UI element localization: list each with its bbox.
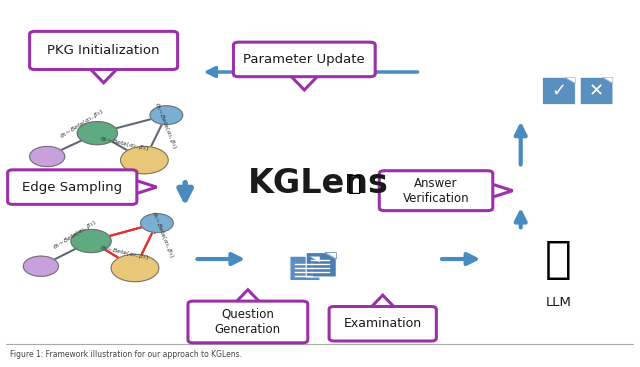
Circle shape [141, 214, 173, 232]
Text: 🔍: 🔍 [348, 174, 362, 193]
Circle shape [111, 254, 159, 282]
Circle shape [77, 121, 117, 145]
Text: $\theta_2\!\sim\!Beta(\alpha_2,\beta_2)$: $\theta_2\!\sim\!Beta(\alpha_2,\beta_2)$ [99, 243, 150, 262]
FancyBboxPatch shape [329, 306, 436, 341]
Text: PKG Initialization: PKG Initialization [47, 44, 160, 57]
FancyBboxPatch shape [8, 170, 137, 204]
Polygon shape [488, 183, 513, 199]
Circle shape [71, 229, 111, 252]
Text: $\theta_1\!\sim\!Beta(\alpha_1,\beta_1)$: $\theta_1\!\sim\!Beta(\alpha_1,\beta_1)$ [52, 218, 99, 252]
Text: $\theta_3\!\sim\!Beta(\alpha_3,\beta_3)$: $\theta_3\!\sim\!Beta(\alpha_3,\beta_3)$ [152, 101, 179, 150]
FancyBboxPatch shape [380, 171, 493, 211]
Polygon shape [325, 252, 336, 259]
Text: 🤖: 🤖 [545, 237, 572, 280]
Text: ✕: ✕ [589, 82, 604, 100]
Polygon shape [603, 77, 613, 83]
Text: $\theta_1\!\sim\!Beta(\alpha_1,\beta_1)$: $\theta_1\!\sim\!Beta(\alpha_1,\beta_1)$ [58, 107, 105, 141]
Text: Question
Generation: Question Generation [215, 308, 281, 336]
Polygon shape [289, 74, 320, 90]
Polygon shape [234, 290, 262, 304]
Polygon shape [543, 77, 575, 104]
FancyBboxPatch shape [188, 301, 308, 343]
Circle shape [120, 146, 168, 174]
Text: $\theta_3\!\sim\!Beta(\alpha_3,\beta_3)$: $\theta_3\!\sim\!Beta(\alpha_3,\beta_3)$ [149, 209, 177, 259]
Polygon shape [290, 256, 320, 281]
FancyBboxPatch shape [29, 31, 178, 69]
Polygon shape [132, 179, 157, 195]
Circle shape [150, 106, 182, 124]
Text: ✓: ✓ [552, 82, 566, 100]
Polygon shape [580, 77, 613, 104]
Polygon shape [306, 252, 336, 277]
Text: Figure 1: Framework illustration for our approach to KGLens.: Figure 1: Framework illustration for our… [10, 350, 241, 359]
Polygon shape [369, 295, 397, 309]
Polygon shape [308, 256, 320, 263]
Text: KGLens: KGLens [248, 167, 388, 200]
Text: $\theta_2\!\sim\!Beta(\alpha_2,\beta_2)$: $\theta_2\!\sim\!Beta(\alpha_2,\beta_2)$ [99, 134, 150, 153]
Circle shape [23, 256, 58, 276]
Polygon shape [88, 67, 119, 83]
Polygon shape [565, 77, 575, 83]
Circle shape [29, 146, 65, 167]
Text: LLM: LLM [545, 296, 572, 309]
Text: Answer
Verification: Answer Verification [403, 177, 469, 205]
FancyBboxPatch shape [234, 42, 375, 77]
Text: Parameter Update: Parameter Update [243, 53, 365, 66]
Text: Edge Sampling: Edge Sampling [22, 181, 122, 194]
Text: Examination: Examination [344, 317, 422, 330]
